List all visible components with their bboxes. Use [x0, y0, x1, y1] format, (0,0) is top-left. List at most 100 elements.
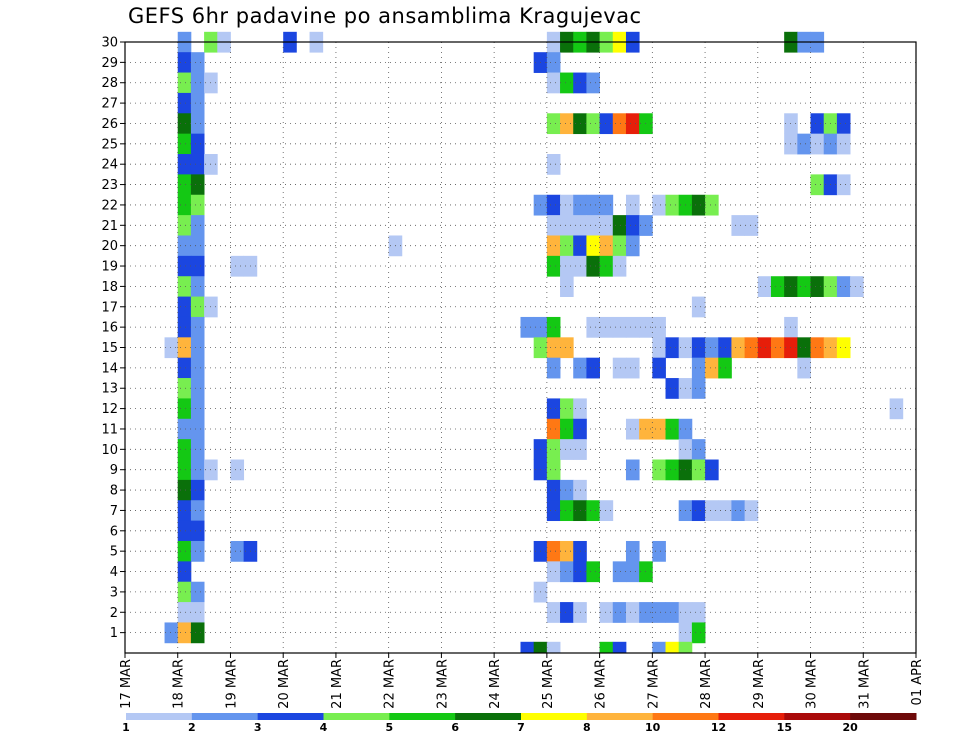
heatmap-cell	[190, 398, 205, 420]
heatmap-cell	[586, 113, 600, 135]
heatmap-cell	[599, 602, 614, 623]
heatmap-cell	[190, 479, 205, 501]
heatmap-cell	[177, 439, 192, 460]
heatmap-cell	[177, 459, 192, 481]
x-tick-label: 24 MAR	[488, 659, 503, 709]
heatmap-cell	[190, 622, 205, 644]
heatmap-cell	[190, 520, 205, 542]
heatmap-cell	[612, 235, 627, 257]
heatmap-cell	[836, 133, 851, 155]
heatmap-cell	[731, 500, 746, 522]
gridlines	[125, 41, 916, 653]
heatmap-cell	[190, 194, 205, 216]
heatmap-cell	[177, 52, 192, 73]
x-axis: 17 MAR 18 MAR 19 MAR 20 MAR 21 MAR 22 MAR 23 M…	[119, 653, 925, 709]
heatmap-cell	[190, 378, 205, 399]
y-tick-label: 16	[101, 321, 118, 336]
heatmap-cell	[190, 540, 205, 562]
heatmap-cell	[797, 133, 811, 155]
heatmap-cell	[836, 276, 851, 297]
legend-label: 8	[583, 721, 591, 734]
legend-swatch	[718, 713, 785, 720]
heatmap-cell	[520, 316, 535, 338]
heatmap-cell	[560, 500, 574, 522]
y-tick-label: 10	[101, 443, 118, 458]
heatmap-cell	[652, 459, 666, 481]
heatmap-cell	[612, 561, 627, 583]
heatmap-cell	[190, 602, 205, 623]
y-tick-label: 15	[101, 341, 118, 356]
heatmap-cell	[560, 194, 574, 216]
heatmap-cell	[190, 459, 205, 481]
legend-label: 3	[254, 721, 262, 734]
y-tick-label: 8	[110, 484, 118, 499]
heatmap-cells	[164, 31, 904, 653]
heatmap-cell	[560, 439, 574, 460]
heatmap-cell	[612, 113, 627, 135]
y-tick-label: 2	[110, 606, 118, 621]
heatmap-cell	[190, 113, 205, 135]
legend-swatch	[521, 713, 588, 720]
heatmap-cell	[190, 255, 205, 277]
heatmap-cell	[665, 337, 680, 359]
heatmap-cell	[546, 398, 561, 420]
heatmap-cell	[177, 540, 192, 562]
heatmap-cell	[546, 194, 561, 216]
heatmap-cell	[533, 641, 548, 653]
heatmap-cell	[586, 194, 600, 216]
heatmap-cell	[757, 337, 772, 359]
heatmap-cell	[546, 561, 561, 583]
heatmap-cell	[190, 418, 205, 440]
x-tick-label: 27 MAR	[646, 659, 661, 709]
legend-label: 1	[122, 721, 130, 734]
heatmap-cell	[230, 459, 245, 481]
heatmap-cell	[691, 602, 706, 623]
heatmap-cell	[560, 235, 574, 257]
heatmap-cell	[177, 581, 192, 603]
heatmap-cell	[652, 540, 666, 562]
heatmap-cell	[705, 194, 719, 216]
heatmap-cell	[177, 174, 192, 196]
heatmap-cell	[652, 602, 666, 623]
heatmap-cell	[625, 540, 640, 562]
legend-label: 15	[777, 721, 792, 734]
x-tick-label: 20 MAR	[277, 659, 292, 709]
heatmap-cell	[599, 316, 614, 338]
heatmap-cell	[177, 520, 192, 542]
heatmap-cell	[691, 459, 706, 481]
heatmap-cell	[190, 337, 205, 359]
y-tick-label: 17	[101, 300, 118, 315]
heatmap-cell	[625, 235, 640, 257]
heatmap-cell	[560, 602, 574, 623]
heatmap-cell	[177, 154, 192, 175]
heatmap-cell	[546, 255, 561, 277]
heatmap-cell	[652, 357, 666, 379]
heatmap-cell	[190, 581, 205, 603]
heatmap-cell	[691, 194, 706, 216]
heatmap-cell	[691, 337, 706, 359]
heatmap-cell	[190, 52, 205, 73]
heatmap-cell	[678, 641, 693, 653]
x-tick-label: 23 MAR	[435, 659, 450, 709]
x-tick-label: 31 MAR	[857, 659, 872, 709]
heatmap-cell	[560, 540, 574, 562]
heatmap-cell	[164, 337, 179, 359]
heatmap-cell	[560, 337, 574, 359]
heatmap-cell	[177, 235, 192, 257]
legend-label: 2	[188, 721, 196, 734]
y-tick-label: 14	[101, 361, 118, 376]
legend-swatch	[586, 713, 654, 720]
y-tick-label: 30	[101, 36, 118, 51]
heatmap-cell	[810, 276, 825, 297]
x-tick-label: 30 MAR	[805, 659, 820, 709]
heatmap-cell	[612, 602, 627, 623]
heatmap-cell	[586, 357, 600, 379]
heatmap-cell	[810, 337, 825, 359]
heatmap-cell	[599, 255, 614, 277]
heatmap-cell	[546, 154, 561, 175]
heatmap-cell	[190, 72, 205, 94]
y-tick-label: 4	[110, 565, 118, 580]
y-tick-label: 7	[110, 504, 118, 519]
heatmap-cell	[652, 641, 666, 653]
